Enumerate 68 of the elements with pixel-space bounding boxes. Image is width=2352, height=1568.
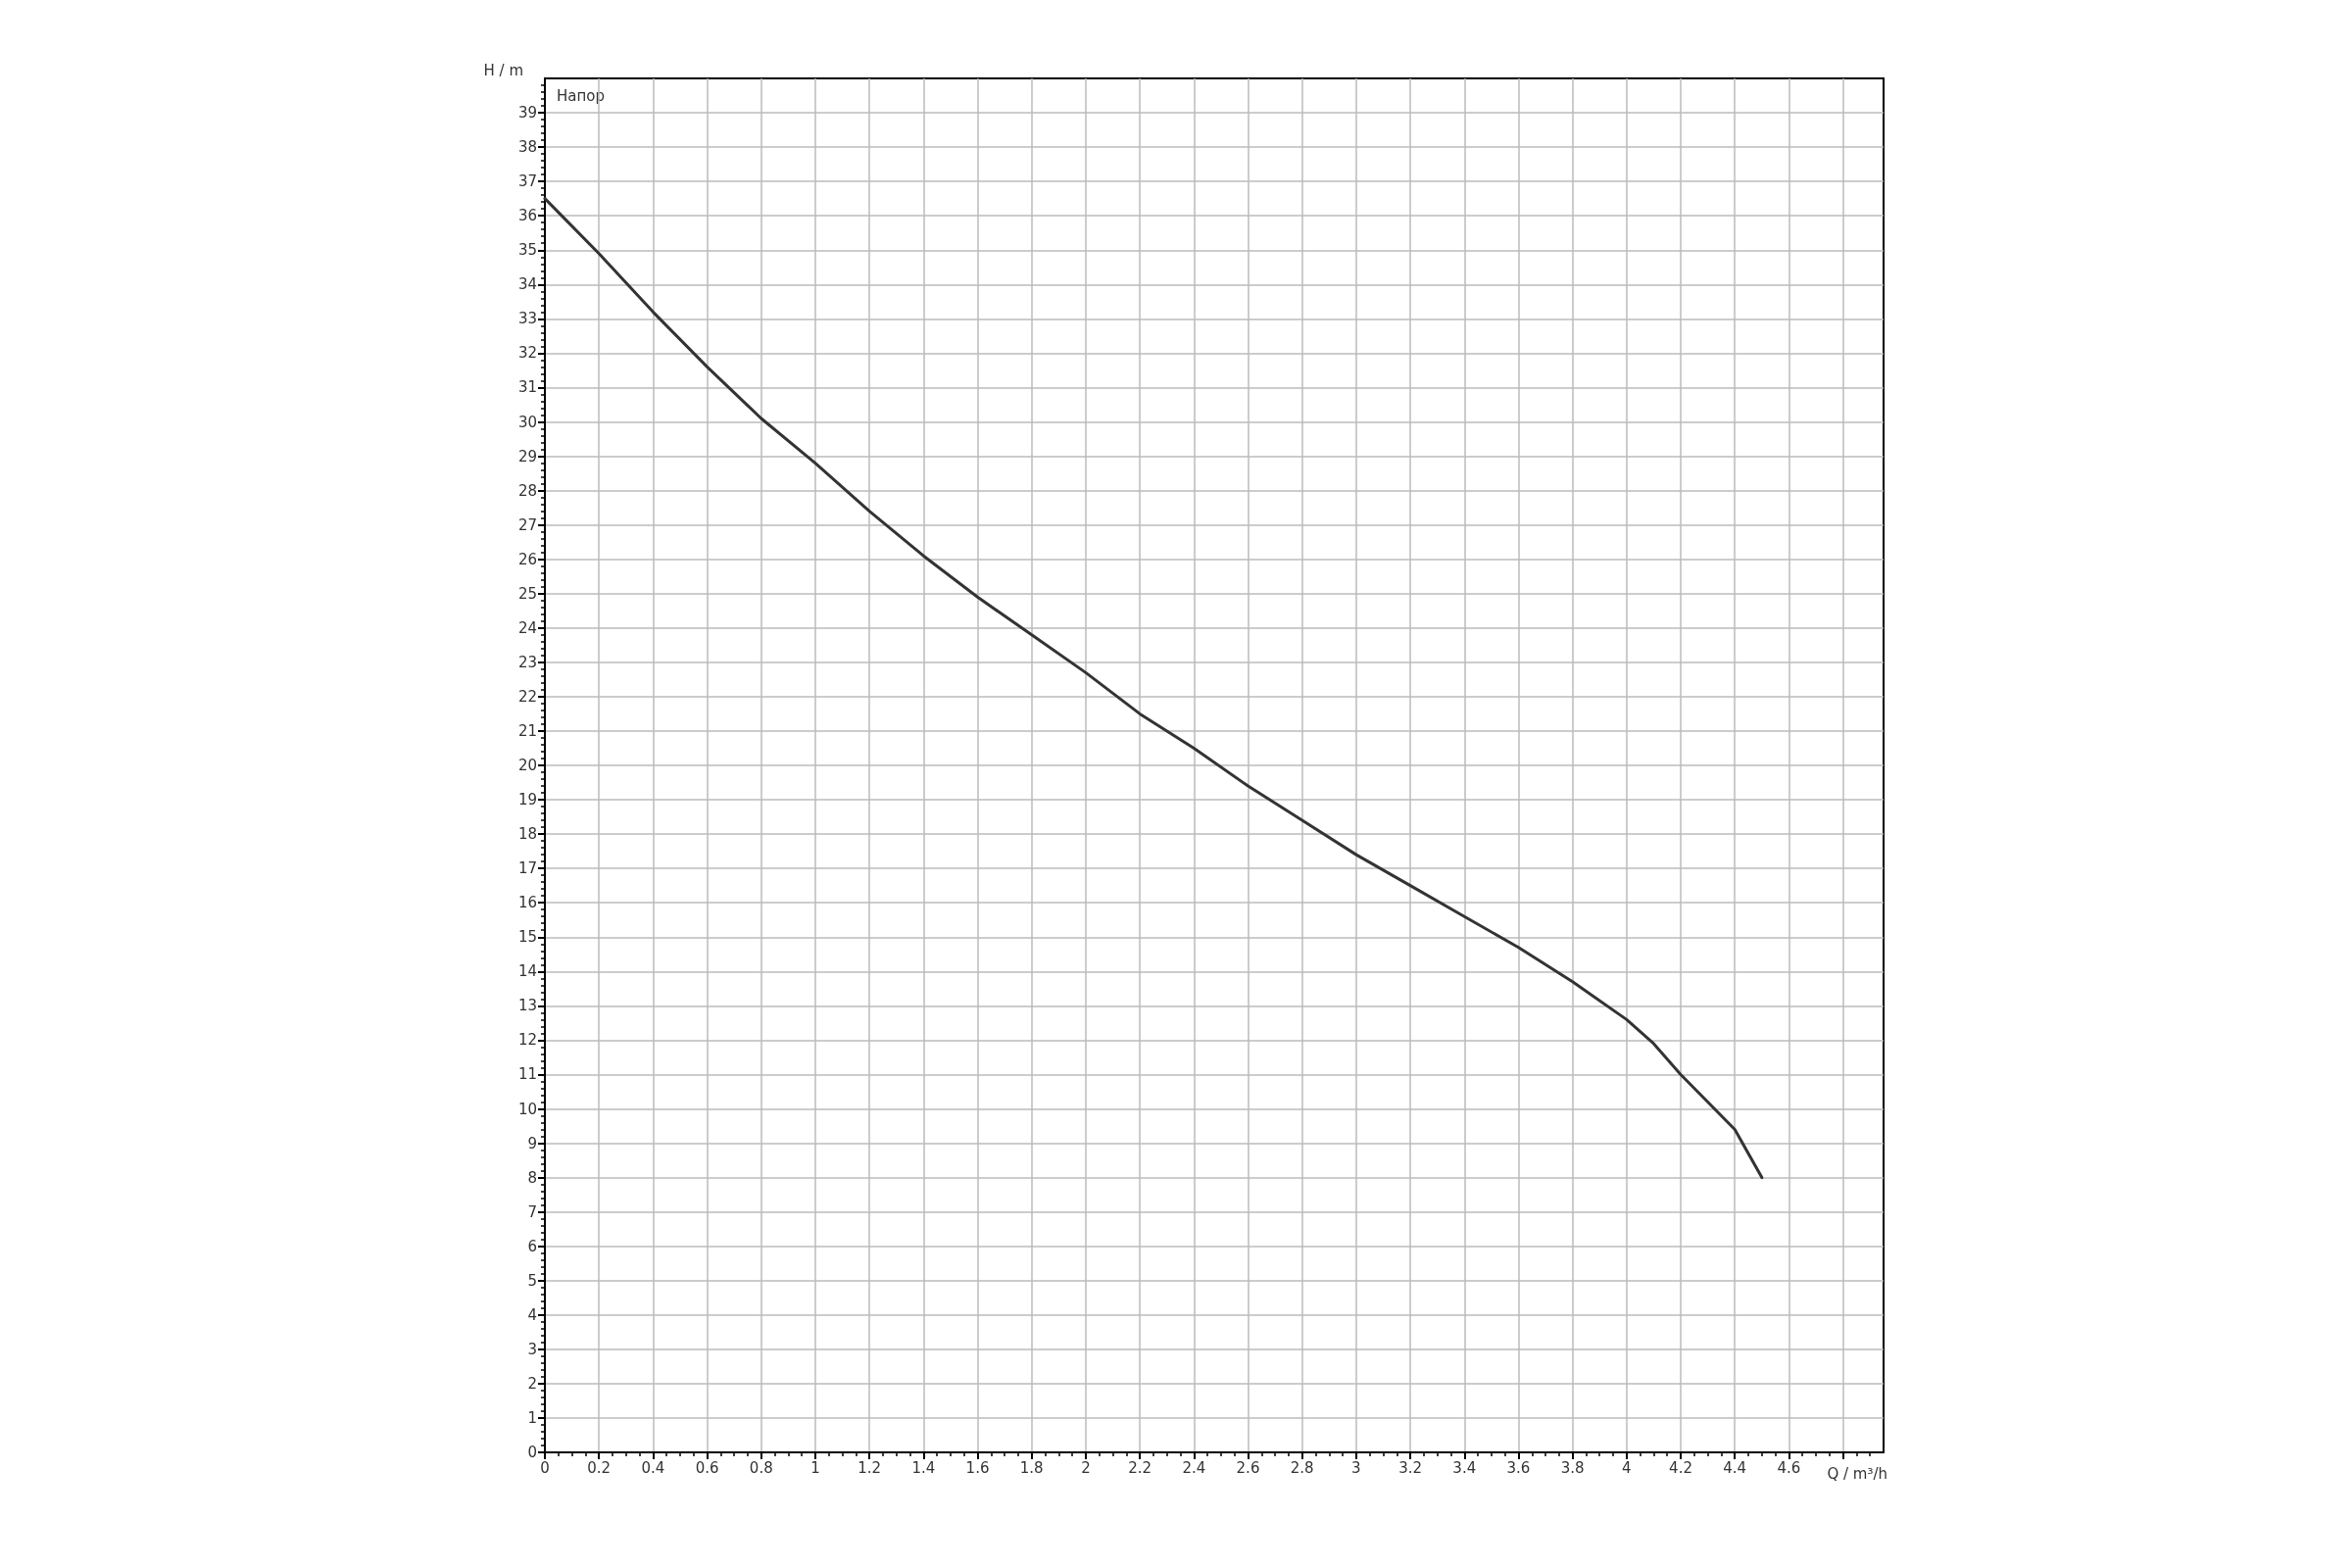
x-tick-label: 1	[810, 1458, 820, 1477]
y-tick-label: 12	[517, 1031, 537, 1050]
y-tick-label: 39	[517, 104, 537, 122]
x-tick-label: 4.6	[1777, 1458, 1801, 1477]
y-tick-label: 11	[517, 1065, 537, 1084]
y-tick-label: 0	[527, 1444, 537, 1461]
annotation: Напор	[557, 86, 605, 105]
y-tick-label: 37	[517, 172, 537, 191]
x-tick-label: 3.8	[1560, 1458, 1585, 1477]
x-tick-label: 3	[1351, 1458, 1361, 1477]
x-tick-label: 3.6	[1506, 1458, 1531, 1477]
y-tick-label: 8	[527, 1168, 537, 1187]
y-tick-label: 14	[517, 962, 537, 981]
y-tick-label: 4	[527, 1305, 537, 1324]
x-tick-label: 0.2	[587, 1458, 612, 1477]
x-tick-label: 2.4	[1182, 1458, 1206, 1477]
x-tick-label: 3.4	[1452, 1458, 1477, 1477]
y-tick-label: 23	[517, 653, 537, 671]
y-tick-label: 9	[527, 1134, 537, 1152]
y-tick-label: 20	[517, 757, 537, 774]
x-tick-label: 1.8	[1019, 1458, 1044, 1477]
y-axis-title: H / m	[483, 62, 523, 79]
y-tick-label: 24	[517, 618, 537, 637]
y-tick-label: 34	[517, 275, 537, 294]
x-tick-label: 1.4	[911, 1458, 936, 1477]
y-tick-label: 2	[527, 1374, 537, 1393]
y-tick-label: 22	[517, 687, 537, 706]
x-tick-label: 2	[1081, 1458, 1091, 1477]
y-tick-label: 19	[517, 791, 537, 809]
y-tick-label: 13	[517, 997, 537, 1015]
y-tick-label: 5	[527, 1271, 537, 1290]
y-tick-label: 21	[517, 721, 537, 740]
y-tick-label: 15	[517, 928, 537, 947]
line-series	[543, 197, 1764, 1180]
x-axis-title: Q / m³/h	[1827, 1464, 1887, 1483]
x-tick-label: 2.2	[1128, 1458, 1152, 1477]
y-tick-label: 18	[517, 825, 537, 844]
y-tick-label: 38	[517, 138, 537, 157]
y-tick-label: 25	[517, 584, 537, 603]
y-tick-label: 10	[517, 1100, 537, 1118]
y-tick-label: 36	[517, 207, 537, 225]
x-tick-label: 1.6	[965, 1458, 990, 1477]
y-tick-label: 35	[517, 241, 537, 260]
x-tick-label: 2.6	[1236, 1458, 1260, 1477]
y-tick-label: 3	[527, 1340, 537, 1358]
x-tick-label: 3.2	[1398, 1458, 1422, 1477]
y-tick-label: 28	[517, 481, 537, 500]
y-tick-label: 16	[517, 894, 537, 912]
y-tick-label: 31	[517, 378, 537, 397]
y-tick-label: 32	[517, 344, 537, 363]
y-tick-label: 1	[527, 1408, 537, 1427]
x-tick-label: 2.8	[1290, 1458, 1314, 1477]
y-tick-label: 29	[517, 447, 537, 466]
x-tick-label: 4.4	[1723, 1458, 1747, 1477]
x-tick-label: 0	[540, 1458, 550, 1477]
x-tick-label: 0.8	[749, 1458, 773, 1477]
x-tick-label: 1.2	[858, 1458, 882, 1477]
x-tick-label: 4	[1622, 1458, 1632, 1477]
x-tick-label: 0.4	[641, 1458, 665, 1477]
y-tick-label: 6	[527, 1237, 537, 1255]
x-tick-label: 0.6	[695, 1458, 719, 1477]
x-tick-label: 4.2	[1669, 1458, 1692, 1477]
y-tick-label: 27	[517, 515, 537, 534]
y-tick-label: 7	[527, 1202, 537, 1221]
y-tick-label: 33	[517, 310, 537, 328]
y-tick-label: 26	[517, 550, 537, 568]
y-tick-label: 30	[517, 413, 537, 431]
y-tick-label: 17	[517, 859, 537, 878]
